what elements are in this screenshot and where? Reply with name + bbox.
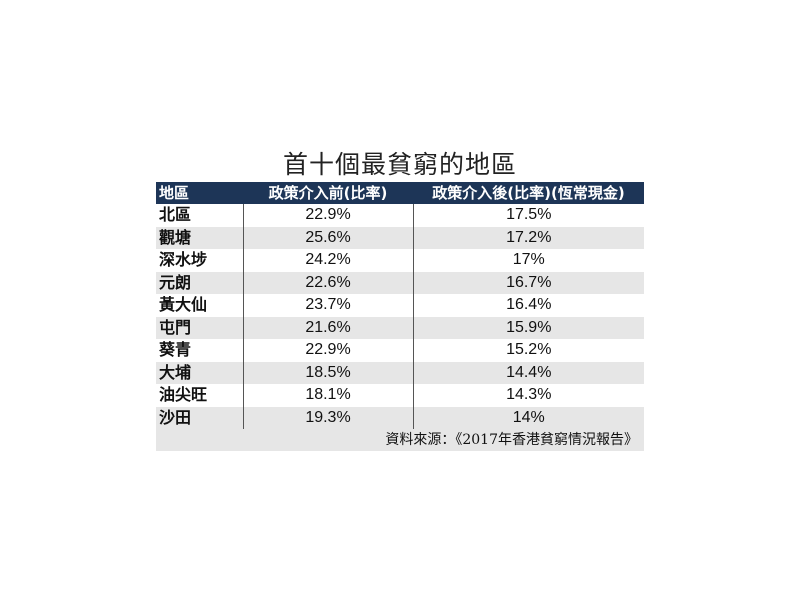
after-policy-cell: 14.4%	[413, 361, 644, 384]
before-policy-cell: 19.3%	[243, 406, 414, 429]
district-cell: 黃大仙	[156, 294, 244, 317]
after-policy-cell: 14%	[413, 406, 644, 429]
after-policy-cell: 17.2%	[413, 226, 644, 249]
before-policy-cell: 18.1%	[243, 384, 414, 407]
before-policy-cell: 23.7%	[243, 294, 414, 317]
before-policy-cell: 21.6%	[243, 316, 414, 339]
table-row: 葵青 22.9% 15.2%	[156, 339, 644, 362]
after-policy-cell: 15.2%	[506, 341, 552, 358]
after-policy-cell: 16.7%	[413, 271, 644, 294]
after-policy-cell: 15.9%	[413, 316, 644, 339]
district-cell: 觀塘	[156, 226, 244, 249]
before-policy-cell: 24.2%	[243, 249, 414, 272]
district-cell: 油尖旺	[156, 384, 244, 407]
district-cell: 元朗	[156, 271, 244, 294]
table-row: 北區 22.9% 17.5%	[156, 204, 644, 227]
district-cell: 沙田	[156, 406, 244, 429]
header-row: 地區 政策介入前(比率) 政策介入後(比率)(恆常現金)	[156, 182, 644, 204]
source-note: 資料來源：《2017年香港貧窮情況報告》	[156, 429, 644, 451]
district-cell: 深水埗	[156, 249, 244, 272]
table-title: 首十個最貧窮的地區	[282, 150, 517, 179]
district-cell: 北區	[156, 204, 244, 227]
table-row: 大埔 18.5% 14.4%	[156, 361, 644, 384]
table-row: 黃大仙 23.7% 16.4%	[156, 294, 644, 317]
table-row: 油尖旺 18.1% 14.3%	[156, 384, 644, 407]
table-row: 屯門 21.6% 15.9%	[156, 316, 644, 339]
after-policy-cell: 16.4%	[506, 296, 552, 313]
table-row: 深水埗 24.2% 17%	[156, 249, 644, 272]
after-policy-cell: 17%	[512, 251, 545, 268]
before-policy-cell: 22.9%	[243, 339, 414, 362]
table-row: 觀塘 25.6% 17.2%	[156, 226, 644, 249]
before-policy-cell: 18.5%	[243, 361, 414, 384]
table-row: 沙田 19.3% 14%	[156, 406, 644, 429]
header-district: 地區	[156, 182, 243, 204]
before-policy-cell: 22.6%	[243, 271, 414, 294]
table-row: 元朗 22.6% 16.7%	[156, 271, 644, 294]
before-policy-cell: 25.6%	[243, 226, 414, 249]
before-policy-cell: 22.9%	[243, 204, 414, 227]
header-before-policy: 政策介入前(比率)	[243, 182, 413, 204]
table-figure: 首十個最貧窮的地區 地區 政策介入前(比率) 政策介入後(比率)(恆常現金) 北…	[156, 148, 644, 451]
table-body: 北區 22.9% 17.5% 觀塘 25.6% 17.2% 深水埗 24.2% 17% 元朗 22.…	[156, 204, 644, 429]
after-policy-cell: 14.3%	[506, 386, 552, 403]
district-cell: 葵青	[156, 339, 244, 362]
district-cell: 屯門	[156, 316, 244, 339]
district-cell: 大埔	[156, 361, 244, 384]
after-policy-cell: 17.5%	[506, 206, 552, 223]
header-after-policy: 政策介入後(比率)(恆常現金)	[413, 182, 644, 204]
poverty-table: 地區 政策介入前(比率) 政策介入後(比率)(恆常現金) 北區 22.9% 17.5…	[156, 182, 644, 429]
